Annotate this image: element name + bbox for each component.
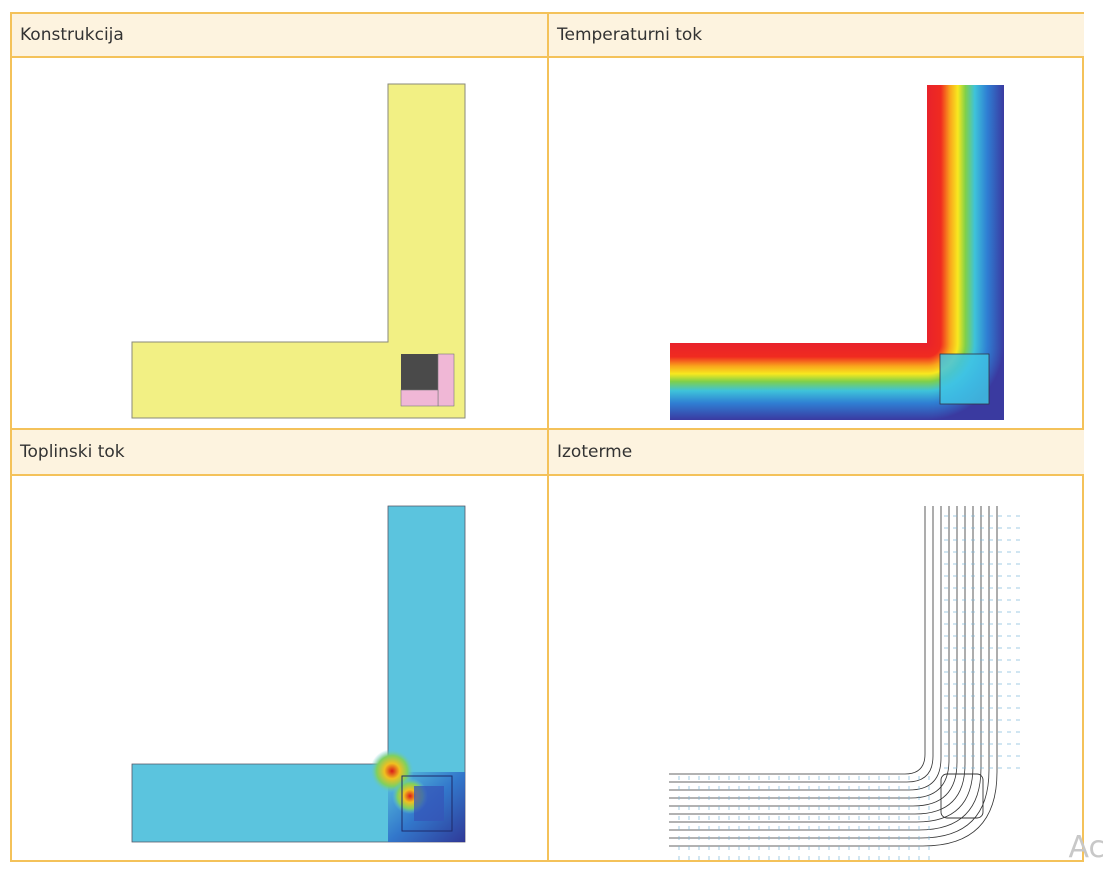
panel-title: Temperaturni tok: [557, 25, 703, 45]
construction-panel: [12, 58, 547, 428]
isotherm-column: [940, 773, 984, 819]
isotherm-line: [669, 506, 998, 847]
heatflow-diagram: [131, 505, 466, 843]
isotherm-line: [669, 506, 934, 783]
heatflow-column-core: [414, 786, 444, 821]
isotherm-line: [669, 506, 990, 839]
temp-column-outline: [939, 353, 990, 405]
isotherm-line: [669, 506, 926, 775]
isotherm-line: [669, 506, 958, 807]
isotherm-line: [669, 506, 950, 799]
isotherms-panel: [549, 476, 1084, 862]
comparison-table: Konstrukcija Temperaturni tok Toplinski …: [10, 12, 1084, 862]
insulation-right: [437, 353, 455, 407]
header-izoterme: Izoterme: [549, 428, 1084, 476]
heatflow-panel: [12, 476, 547, 862]
temp-vertical-wall: [927, 85, 1004, 343]
header-toplinski-tok: Toplinski tok: [12, 428, 547, 476]
column-core: [401, 354, 438, 390]
temperature-diagram: [670, 85, 1004, 420]
panel-title: Toplinski tok: [20, 442, 125, 462]
isotherm-line: [669, 506, 966, 815]
isotherms-diagram: [669, 506, 1020, 860]
column-divider: [547, 14, 549, 860]
header-temperaturni-tok: Temperaturni tok: [549, 14, 1084, 58]
heatflow-column-outline: [401, 775, 453, 832]
temp-horizontal-wall: [670, 343, 927, 420]
panel-title: Izoterme: [557, 442, 633, 462]
construction-diagram: [131, 83, 466, 419]
watermark-text: Ac: [1068, 830, 1103, 865]
isotherm-line: [669, 506, 982, 831]
insulation-bottom: [400, 389, 439, 407]
temperature-panel: [549, 58, 1084, 428]
panel-title: Konstrukcija: [20, 25, 124, 45]
header-konstrukcija: Konstrukcija: [12, 14, 547, 58]
isotherm-line: [669, 506, 942, 791]
isotherm-line: [669, 506, 974, 823]
